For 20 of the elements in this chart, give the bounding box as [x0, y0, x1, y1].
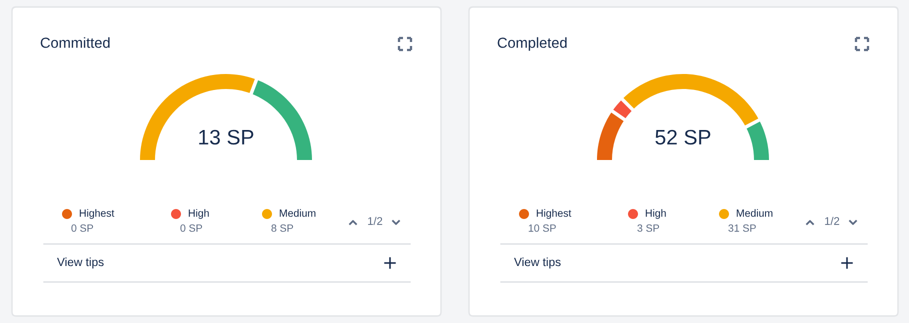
text: View tips — [57, 257, 104, 269]
data-label: 3 SP — [637, 224, 660, 232]
text: 1/2 — [825, 216, 840, 225]
text: View tips — [514, 257, 561, 269]
text: 0 SP — [180, 224, 202, 232]
legend-label: High — [646, 209, 666, 219]
legend-label: Highest — [536, 209, 572, 219]
legend-label: Highest — [80, 209, 114, 219]
chart-title: Completed — [498, 37, 567, 51]
chart-title: Committed — [40, 37, 110, 48]
data-label: 10 SP — [528, 224, 556, 232]
data-label: 8 SP — [271, 224, 294, 232]
text: 0 SP — [71, 224, 94, 232]
text: 13 SP — [199, 130, 254, 145]
text: 52 SP — [655, 130, 710, 145]
legend-label: Medium — [280, 209, 316, 217]
text: 1/2 — [368, 216, 382, 225]
legend-label: Medium — [736, 209, 772, 217]
data-label: 31 SP — [728, 224, 756, 232]
legend-label: High — [188, 209, 209, 219]
